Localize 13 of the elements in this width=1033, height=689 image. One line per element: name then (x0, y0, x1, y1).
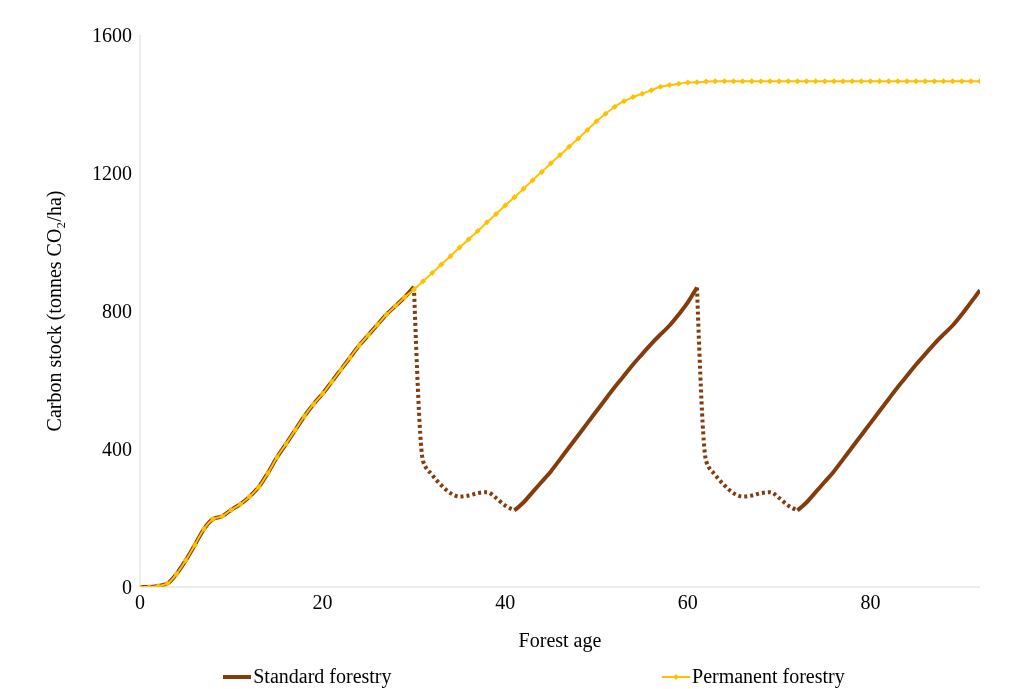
y-tick-label: 800 (102, 300, 132, 323)
y-tick-label: 1200 (92, 162, 132, 185)
x-tick-label: 20 (312, 591, 333, 614)
y-tick-label: 1600 (92, 24, 132, 47)
legend-label: Standard forestry (253, 665, 392, 688)
y-axis-title: Carbon stock (tonnes CO₂/ha) (43, 190, 67, 432)
x-tick-label: 60 (677, 591, 698, 614)
x-tick-label: 80 (860, 591, 881, 614)
x-axis-title: Forest age (518, 629, 602, 652)
y-tick-label: 400 (102, 438, 132, 461)
x-tick-label: 40 (495, 591, 516, 614)
legend-label: Permanent forestry (692, 665, 845, 688)
y-tick-label: 0 (122, 576, 132, 599)
